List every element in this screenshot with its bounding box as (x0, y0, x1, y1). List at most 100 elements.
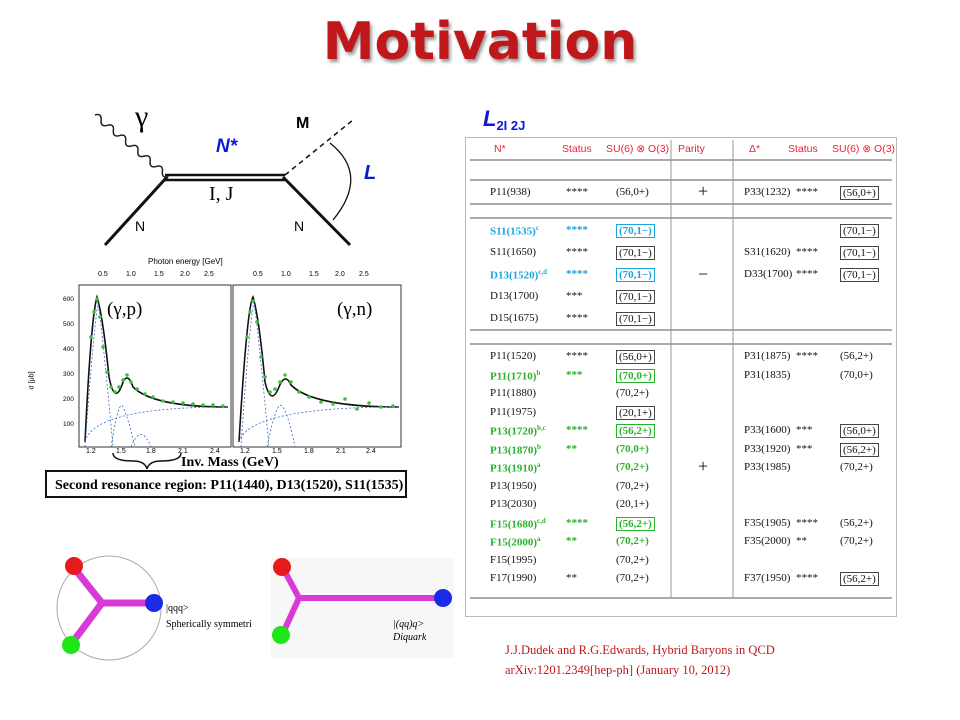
nstar-name: P11(1880) (490, 387, 537, 399)
nstar-name: S11(1535)c (490, 224, 539, 238)
delta-name: P33(1920) (744, 442, 791, 455)
delta-status: **** (796, 246, 818, 258)
proton-channel-label: (γ,p) (107, 299, 143, 320)
resonance-table: N* Status SU(6) ⊗ O(3) Parity Δ* Status SU(6) … (465, 137, 897, 617)
symmetric-quark-svg (56, 555, 163, 661)
feynman-diagram-svg (94, 113, 354, 247)
nstar-multiplet: (70,1−) (616, 312, 655, 326)
nstar-name: P11(1520) (490, 350, 537, 362)
nstar-multiplet: (56,2+) (616, 424, 655, 438)
delta-name: F37(1950) (744, 572, 791, 584)
table-header-3: Parity (678, 143, 705, 155)
nstar-status: **** (566, 350, 588, 362)
delta-multiplet: (70,0+) (840, 368, 873, 381)
nstar-footnote: a (537, 535, 541, 543)
nstar-status: **** (566, 312, 588, 324)
symmetric-state-sub: Spherically symmetri (166, 619, 252, 630)
nstar-multiplet: (70,1−) (616, 268, 655, 282)
slide-title: Motivation (322, 12, 638, 72)
nucleon-out-label: N (294, 218, 305, 234)
delta-name: P33(1232) (744, 186, 791, 198)
nstar-multiplet: (70,0+) (616, 368, 655, 383)
table-header-0: N* (494, 143, 506, 155)
nstar-status: ** (566, 535, 577, 547)
nstar-status: *** (566, 368, 583, 381)
nstar-footnote: a (537, 461, 541, 469)
left-total-fit (84, 294, 229, 443)
nstar-multiplet: (56,0+) (616, 350, 655, 364)
nstar-name: P13(2030) (490, 498, 537, 510)
diquark-figure (271, 558, 454, 658)
right-data-points (245, 299, 395, 411)
nstar-status: **** (566, 268, 588, 280)
green-quark (62, 636, 80, 654)
gamma-symbol: γ (135, 100, 149, 133)
resonance-region-caption: Second resonance region: P11(1440), D13(… (45, 470, 407, 498)
symmetric-state-label: |qqq> (166, 603, 189, 614)
delta-multiplet: (56,2+) (840, 572, 879, 586)
delta-status: **** (796, 268, 818, 280)
nstar-name: P11(938) (490, 186, 531, 198)
left-background-curve (84, 406, 229, 443)
diquark-green-quark (272, 626, 290, 644)
nstar-status: **** (566, 186, 588, 198)
nstar-name: D13(1700) (490, 290, 539, 302)
citation: J.J.Dudek and R.G.Edwards, Hybrid Baryon… (505, 640, 775, 680)
parity-sign-negative: − (698, 264, 709, 284)
outgoing-nucleon-line (281, 175, 352, 247)
nstar-multiplet: (70,1−) (616, 224, 655, 238)
nstar-multiplet: (70,1−) (616, 246, 655, 260)
table-header-1: Status (562, 143, 592, 155)
left-second-peak (110, 405, 136, 448)
nstar-multiplet: (70,0+) (616, 442, 649, 455)
left-data-points (89, 297, 225, 408)
nstar-status: **** (566, 424, 588, 436)
nstar-name: D13(1520)c,d (490, 268, 548, 282)
delta-status: *** (796, 442, 813, 455)
nstar-footnote: c,d (537, 516, 546, 525)
delta-status: **** (796, 516, 818, 529)
left-delta-peak (84, 301, 114, 448)
nstar-status: **** (566, 224, 588, 236)
l-subscript: 2I 2J (496, 118, 526, 133)
delta-multiplet: (56,2+) (840, 516, 873, 529)
nstar-name: P11(1975) (490, 405, 537, 418)
diquark-state-label: |(qq)q> (393, 619, 425, 630)
nstar-multiplet: (70,2+) (616, 387, 649, 399)
incoming-nucleon-line (103, 175, 169, 247)
right-total-fit (238, 295, 400, 443)
feynman-diagram (85, 95, 375, 250)
nstar-status: **** (566, 246, 588, 258)
delta-name: S31(1620) (744, 246, 791, 258)
nstar-status: *** (566, 290, 583, 302)
delta-multiplet: (70,1−) (840, 224, 879, 238)
delta-multiplet: (56,2+) (840, 350, 873, 362)
invariant-mass-label: Inv. Mass (GeV) (181, 455, 279, 470)
angular-momentum-label: L (364, 162, 377, 184)
nstar-multiplet: (56,2+) (616, 516, 655, 531)
delta-status: *** (796, 424, 813, 436)
nstar-multiplet: (70,1−) (616, 290, 655, 304)
y-axis-label: σ [μb] (28, 371, 36, 390)
nstar-name: P13(1720)b,c (490, 424, 546, 438)
citation-line-2: arXiv:1201.2349[hep-ph] (January 10, 201… (505, 663, 731, 677)
delta-name: P31(1835) (744, 368, 791, 381)
delta-status: **** (796, 572, 818, 584)
nstar-name: F17(1990) (490, 572, 537, 584)
delta-name: P31(1875) (744, 350, 791, 362)
parity-sign-positive: + (698, 456, 709, 476)
symmetric-quark-figure (55, 553, 163, 663)
diquark-blue-quark (434, 589, 452, 607)
nstar-footnote: b (536, 368, 541, 377)
nstar-multiplet: (20,1+) (616, 498, 649, 510)
meson-label: M (296, 115, 310, 132)
parity-sign-ground: + (698, 181, 709, 201)
nstar-multiplet: (56,0+) (616, 186, 649, 198)
nstar-status: ** (566, 442, 577, 455)
region-brace (112, 452, 182, 470)
diquark-tube-green (280, 596, 302, 635)
delta-status: ** (796, 535, 807, 547)
nstar-multiplet: (70,2+) (616, 572, 649, 584)
right-panel-frame (232, 284, 402, 448)
isospin-spin-label: I, J (209, 183, 234, 205)
